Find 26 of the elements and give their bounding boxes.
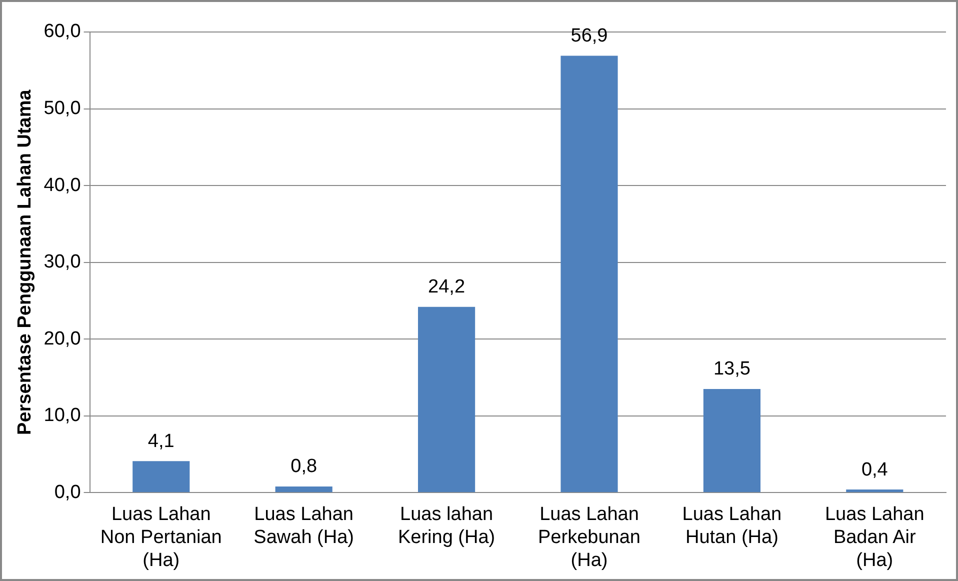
data-label: 13,5 — [713, 358, 750, 380]
x-tick-label: Luas Lahan Badan Air (Ha) — [824, 504, 924, 571]
bar — [132, 461, 190, 492]
y-tick-label: 60,0 — [44, 21, 81, 42]
data-label: 24,2 — [428, 276, 466, 298]
data-label: 4,1 — [148, 430, 174, 452]
y-axis-title: Persentase Penggunaan Lahan Utama — [14, 89, 36, 435]
y-tick-label: 50,0 — [44, 98, 81, 119]
x-tick-label: Luas lahan Kering (Ha) — [398, 504, 496, 548]
y-tick-label: 30,0 — [44, 252, 81, 273]
bar — [275, 486, 332, 492]
data-label: 0,4 — [861, 459, 888, 480]
x-tick-label: Luas Lahan Hutan (Ha) — [682, 504, 782, 548]
y-tick-label: 40,0 — [44, 174, 81, 196]
y-tick-label: 10,0 — [44, 405, 81, 426]
data-label: 0,8 — [290, 456, 318, 478]
x-tick-label: Luas Lahan Non Pertanian (Ha) — [100, 504, 222, 571]
x-tick-label: Luas Lahan Perkebunan (Ha) — [538, 504, 640, 571]
y-tick-label: 20,0 — [44, 328, 81, 350]
x-tick-label: Luas Lahan Sawah (Ha) — [254, 504, 354, 548]
bar — [703, 388, 760, 492]
bar — [846, 490, 904, 492]
bar — [418, 306, 476, 492]
y-tick-label: 0,0 — [54, 482, 81, 503]
data-label: 56,9 — [570, 26, 608, 47]
bar — [560, 56, 618, 492]
